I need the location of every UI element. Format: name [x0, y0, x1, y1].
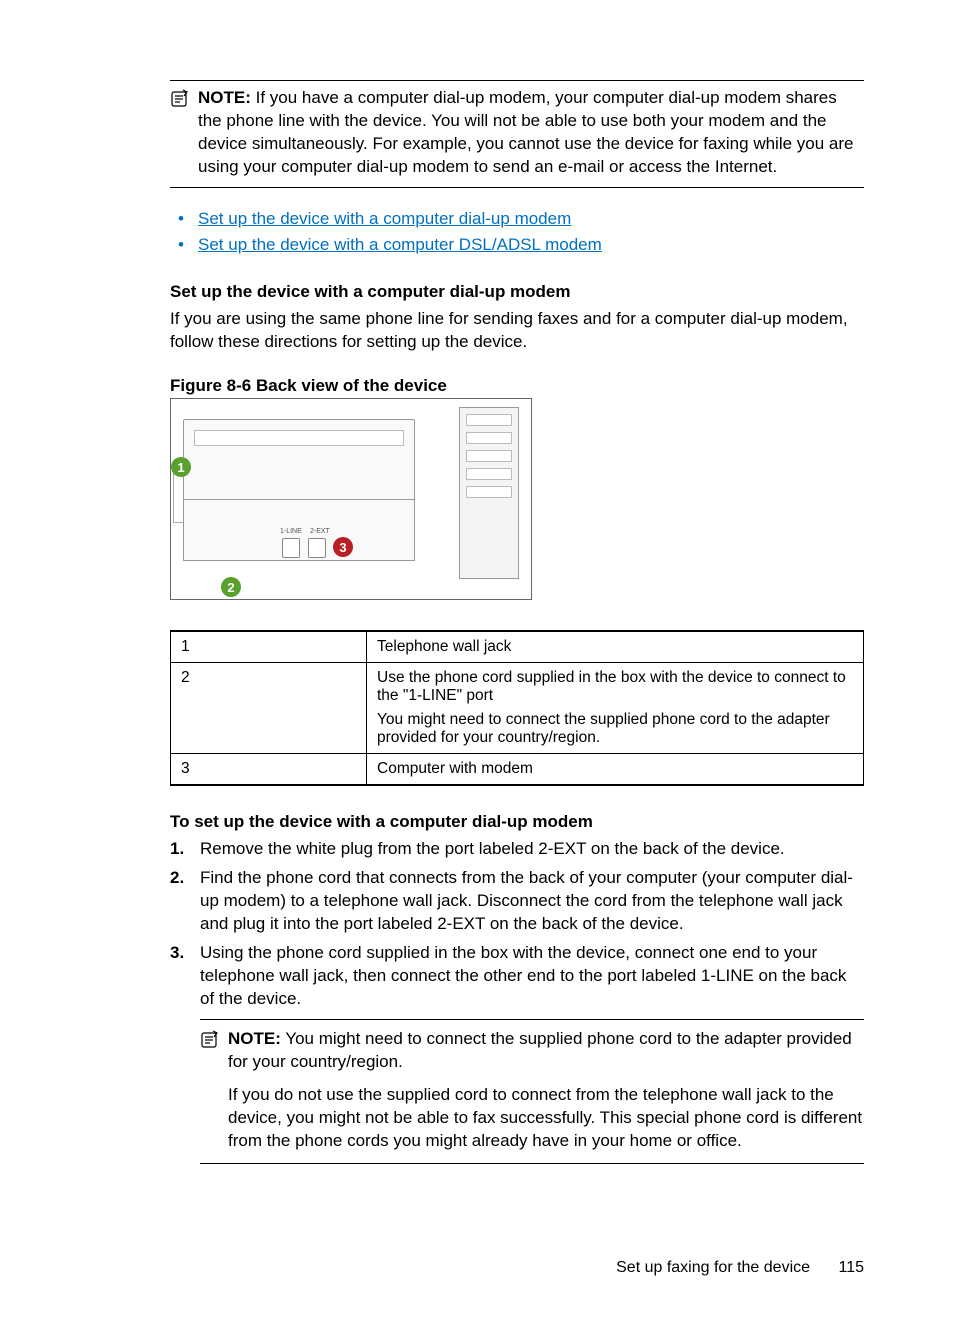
link-dsl[interactable]: Set up the device with a computer DSL/AD… — [198, 235, 602, 254]
table-cell-desc: Use the phone cord supplied in the box w… — [367, 663, 864, 754]
table-cell-p1: Use the phone cord supplied in the box w… — [377, 669, 853, 705]
note-label: NOTE: — [228, 1029, 281, 1048]
section-body: If you are using the same phone line for… — [170, 308, 864, 354]
port-2ext — [308, 538, 326, 558]
table-cell-num: 1 — [171, 631, 367, 663]
figure-back-view: 1-LINE 2-EXT 1 2 3 — [170, 398, 532, 600]
link-list: Set up the device with a computer dial-u… — [170, 206, 864, 259]
list-item: Set up the device with a computer DSL/AD… — [170, 232, 864, 258]
step-3: 3.Using the phone cord supplied in the b… — [170, 942, 864, 1164]
callout-1-num: 1 — [177, 460, 184, 475]
port-label-1line: 1-LINE — [280, 528, 302, 535]
link-dialup[interactable]: Set up the device with a computer dial-u… — [198, 209, 571, 228]
footer-title: Set up faxing for the device — [616, 1259, 810, 1276]
note-label: NOTE: — [198, 88, 251, 107]
step-2: 2.Find the phone cord that connects from… — [170, 867, 864, 936]
figure-label-table: 1 Telephone wall jack 2 Use the phone co… — [170, 630, 864, 786]
note-text: If you have a computer dial-up modem, yo… — [198, 88, 853, 176]
note-body: NOTE: If you have a computer dial-up mod… — [198, 87, 864, 179]
note-body: NOTE: You might need to connect the supp… — [228, 1028, 864, 1153]
step-1-text: Remove the white plug from the port labe… — [200, 839, 785, 858]
port-1line — [282, 538, 300, 558]
table-cell-num: 2 — [171, 663, 367, 754]
port-label-2ext: 2-EXT — [310, 528, 330, 535]
callout-2-num: 2 — [227, 580, 234, 595]
table-cell-desc: Computer with modem — [367, 754, 864, 786]
note-icon — [200, 1030, 222, 1057]
printer-top — [183, 419, 415, 501]
callout-3-num: 3 — [339, 540, 346, 555]
page-footer: Set up faxing for the device 115 — [616, 1259, 864, 1277]
printer-base: 1-LINE 2-EXT — [183, 499, 415, 561]
table-row: 2 Use the phone cord supplied in the box… — [171, 663, 864, 754]
procedure-steps: 1.Remove the white plug from the port la… — [170, 838, 864, 1163]
note-block-top: NOTE: If you have a computer dial-up mod… — [170, 80, 864, 188]
page: NOTE: If you have a computer dial-up mod… — [0, 0, 954, 1321]
step-1: 1.Remove the white plug from the port la… — [170, 838, 864, 861]
step-2-text: Find the phone cord that connects from t… — [200, 868, 853, 933]
table-row: 1 Telephone wall jack — [171, 631, 864, 663]
procedure-heading: To set up the device with a computer dia… — [170, 812, 864, 832]
footer-page-number: 115 — [838, 1259, 864, 1276]
computer-tower — [459, 407, 519, 579]
nested-note-p1: You might need to connect the supplied p… — [228, 1029, 852, 1071]
step-3-text: Using the phone cord supplied in the box… — [200, 943, 846, 1008]
list-item: Set up the device with a computer dial-u… — [170, 206, 864, 232]
section-heading: Set up the device with a computer dial-u… — [170, 282, 864, 302]
table-cell-num: 3 — [171, 754, 367, 786]
table-cell-desc: Telephone wall jack — [367, 631, 864, 663]
nested-note-p2: If you do not use the supplied cord to c… — [228, 1084, 864, 1153]
callout-2: 2 — [221, 577, 241, 597]
table-cell-p2: You might need to connect the supplied p… — [377, 711, 853, 747]
note-block-nested: NOTE: You might need to connect the supp… — [200, 1019, 864, 1164]
figure-caption: Figure 8-6 Back view of the device — [170, 376, 864, 396]
note-icon — [170, 89, 192, 114]
table-row: 3 Computer with modem — [171, 754, 864, 786]
